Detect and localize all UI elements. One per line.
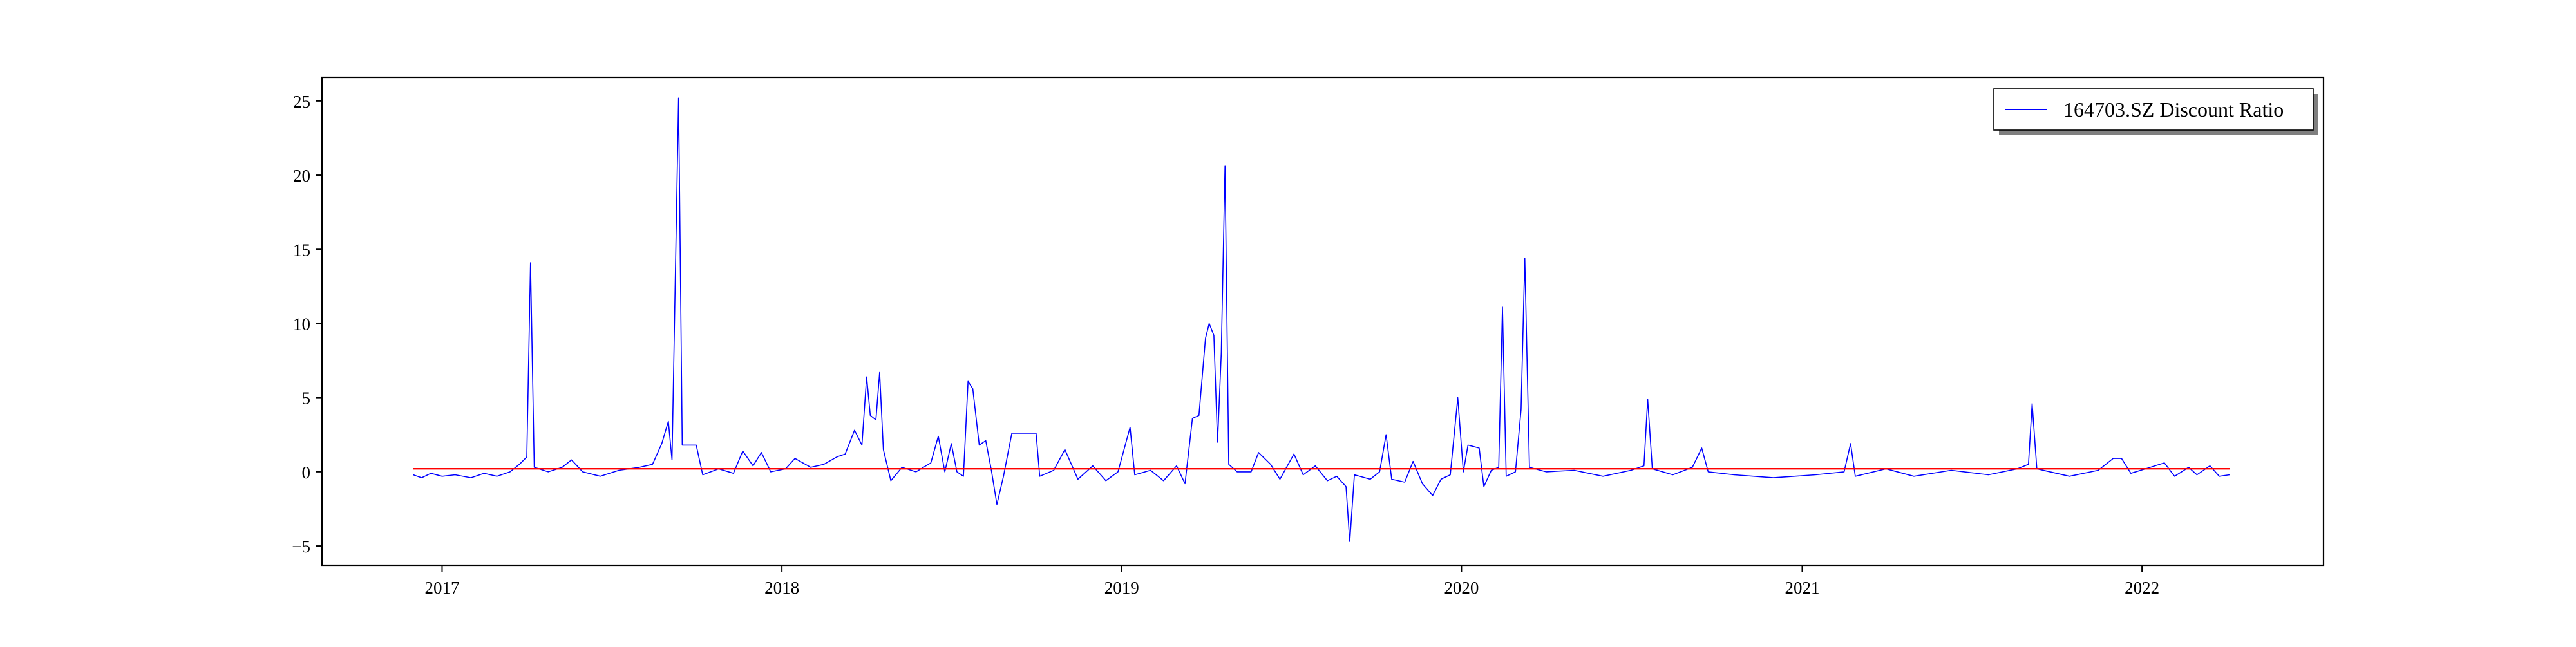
y-tick-label: 0 — [302, 463, 311, 482]
legend-box — [1993, 88, 2314, 131]
y-tick-label: 10 — [293, 314, 310, 333]
x-tick-label: 2022 — [2125, 578, 2159, 597]
plot-area — [322, 77, 2324, 565]
y-tick-label: 20 — [293, 166, 310, 185]
x-tick-label: 2017 — [424, 578, 459, 597]
series-layer — [413, 97, 2230, 542]
axes-layer: −5 0 5 10 15 20 25 2017 2018 2019 2020 2021 2022 — [292, 92, 2159, 597]
y-tick-label: −5 — [292, 537, 310, 556]
legend: 164703.SZ Discount Ratio — [1993, 88, 2318, 135]
x-tick-label: 2021 — [1785, 578, 1819, 597]
series-line-discount-ratio — [413, 97, 2230, 542]
legend-label: 164703.SZ Discount Ratio — [2063, 98, 2284, 121]
y-tick-label: 25 — [293, 92, 310, 111]
y-tick-label: 15 — [293, 240, 310, 259]
plot-frame — [321, 76, 2325, 567]
x-tick-label: 2019 — [1104, 578, 1139, 597]
x-tick-label: 2018 — [764, 578, 799, 597]
y-tick-label: 5 — [302, 389, 311, 408]
x-tick-label: 2020 — [1444, 578, 1479, 597]
